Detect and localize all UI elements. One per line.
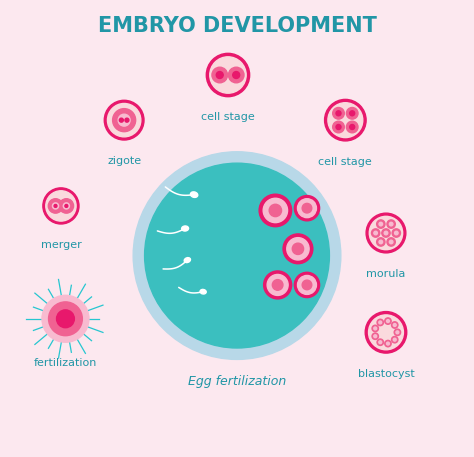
- Circle shape: [56, 310, 74, 328]
- Circle shape: [259, 194, 292, 227]
- Circle shape: [113, 109, 136, 132]
- Circle shape: [59, 199, 73, 213]
- Circle shape: [119, 118, 123, 122]
- Circle shape: [336, 124, 341, 129]
- Ellipse shape: [184, 258, 191, 263]
- Circle shape: [294, 272, 319, 298]
- Circle shape: [336, 111, 341, 116]
- Circle shape: [333, 107, 344, 119]
- Circle shape: [346, 107, 358, 119]
- Circle shape: [385, 340, 391, 347]
- Circle shape: [369, 216, 402, 250]
- Text: cell stage: cell stage: [201, 112, 255, 122]
- Text: Egg fertilization: Egg fertilization: [188, 375, 286, 388]
- Circle shape: [377, 339, 383, 345]
- Circle shape: [118, 114, 130, 126]
- Circle shape: [372, 333, 378, 340]
- Circle shape: [54, 204, 57, 207]
- Circle shape: [366, 213, 406, 253]
- Circle shape: [394, 329, 401, 335]
- Circle shape: [394, 231, 398, 235]
- Circle shape: [379, 222, 383, 226]
- Circle shape: [302, 280, 312, 290]
- Circle shape: [384, 231, 388, 235]
- Circle shape: [228, 67, 244, 83]
- Circle shape: [374, 231, 377, 235]
- Circle shape: [368, 315, 403, 350]
- Circle shape: [264, 271, 292, 299]
- Circle shape: [48, 199, 63, 213]
- Text: merger: merger: [41, 240, 82, 250]
- Circle shape: [396, 331, 399, 334]
- Circle shape: [145, 163, 329, 348]
- Circle shape: [212, 67, 228, 83]
- Circle shape: [379, 321, 382, 324]
- Circle shape: [377, 238, 385, 246]
- Circle shape: [377, 220, 385, 228]
- Circle shape: [216, 72, 223, 79]
- Circle shape: [302, 203, 312, 213]
- Circle shape: [365, 312, 407, 353]
- Circle shape: [374, 335, 377, 338]
- Circle shape: [379, 341, 382, 344]
- Circle shape: [133, 152, 341, 359]
- Circle shape: [389, 240, 393, 244]
- Circle shape: [328, 103, 363, 138]
- Circle shape: [387, 238, 395, 246]
- Circle shape: [392, 336, 398, 343]
- Circle shape: [393, 338, 396, 341]
- Text: blastocyst: blastocyst: [357, 369, 414, 379]
- Text: zigote: zigote: [107, 156, 141, 166]
- Circle shape: [42, 295, 89, 342]
- Circle shape: [294, 196, 319, 221]
- Circle shape: [65, 204, 68, 207]
- Circle shape: [292, 243, 304, 255]
- Circle shape: [108, 103, 141, 137]
- Circle shape: [393, 324, 396, 326]
- Circle shape: [385, 318, 391, 324]
- Circle shape: [346, 121, 358, 133]
- Circle shape: [387, 220, 395, 228]
- Circle shape: [298, 199, 317, 218]
- Circle shape: [269, 204, 282, 217]
- Circle shape: [46, 191, 76, 221]
- Circle shape: [377, 319, 383, 326]
- Circle shape: [350, 111, 355, 116]
- Circle shape: [382, 229, 390, 237]
- Text: morula: morula: [366, 269, 406, 279]
- Circle shape: [392, 229, 401, 237]
- Circle shape: [298, 276, 317, 294]
- Circle shape: [210, 57, 246, 93]
- Circle shape: [386, 319, 390, 323]
- Ellipse shape: [200, 289, 206, 294]
- Circle shape: [389, 222, 393, 226]
- Circle shape: [48, 302, 82, 336]
- Circle shape: [267, 275, 288, 295]
- Circle shape: [379, 240, 383, 244]
- Circle shape: [53, 203, 59, 209]
- Circle shape: [392, 322, 398, 328]
- Circle shape: [64, 203, 69, 209]
- Circle shape: [263, 198, 288, 223]
- Ellipse shape: [182, 226, 189, 231]
- Circle shape: [125, 118, 129, 122]
- Text: fertilization: fertilization: [34, 358, 97, 368]
- Circle shape: [206, 53, 250, 97]
- Circle shape: [386, 342, 390, 345]
- Circle shape: [333, 121, 344, 133]
- Circle shape: [372, 325, 378, 332]
- Circle shape: [43, 188, 79, 224]
- Circle shape: [104, 100, 144, 140]
- Circle shape: [287, 238, 309, 260]
- Circle shape: [374, 327, 377, 330]
- Circle shape: [272, 280, 283, 290]
- Text: cell stage: cell stage: [319, 157, 372, 167]
- Ellipse shape: [191, 192, 198, 197]
- Circle shape: [350, 124, 355, 129]
- Circle shape: [283, 234, 313, 264]
- Circle shape: [233, 72, 240, 79]
- Circle shape: [325, 99, 366, 141]
- Circle shape: [372, 229, 380, 237]
- Text: EMBRYO DEVELOPMENT: EMBRYO DEVELOPMENT: [98, 16, 376, 36]
